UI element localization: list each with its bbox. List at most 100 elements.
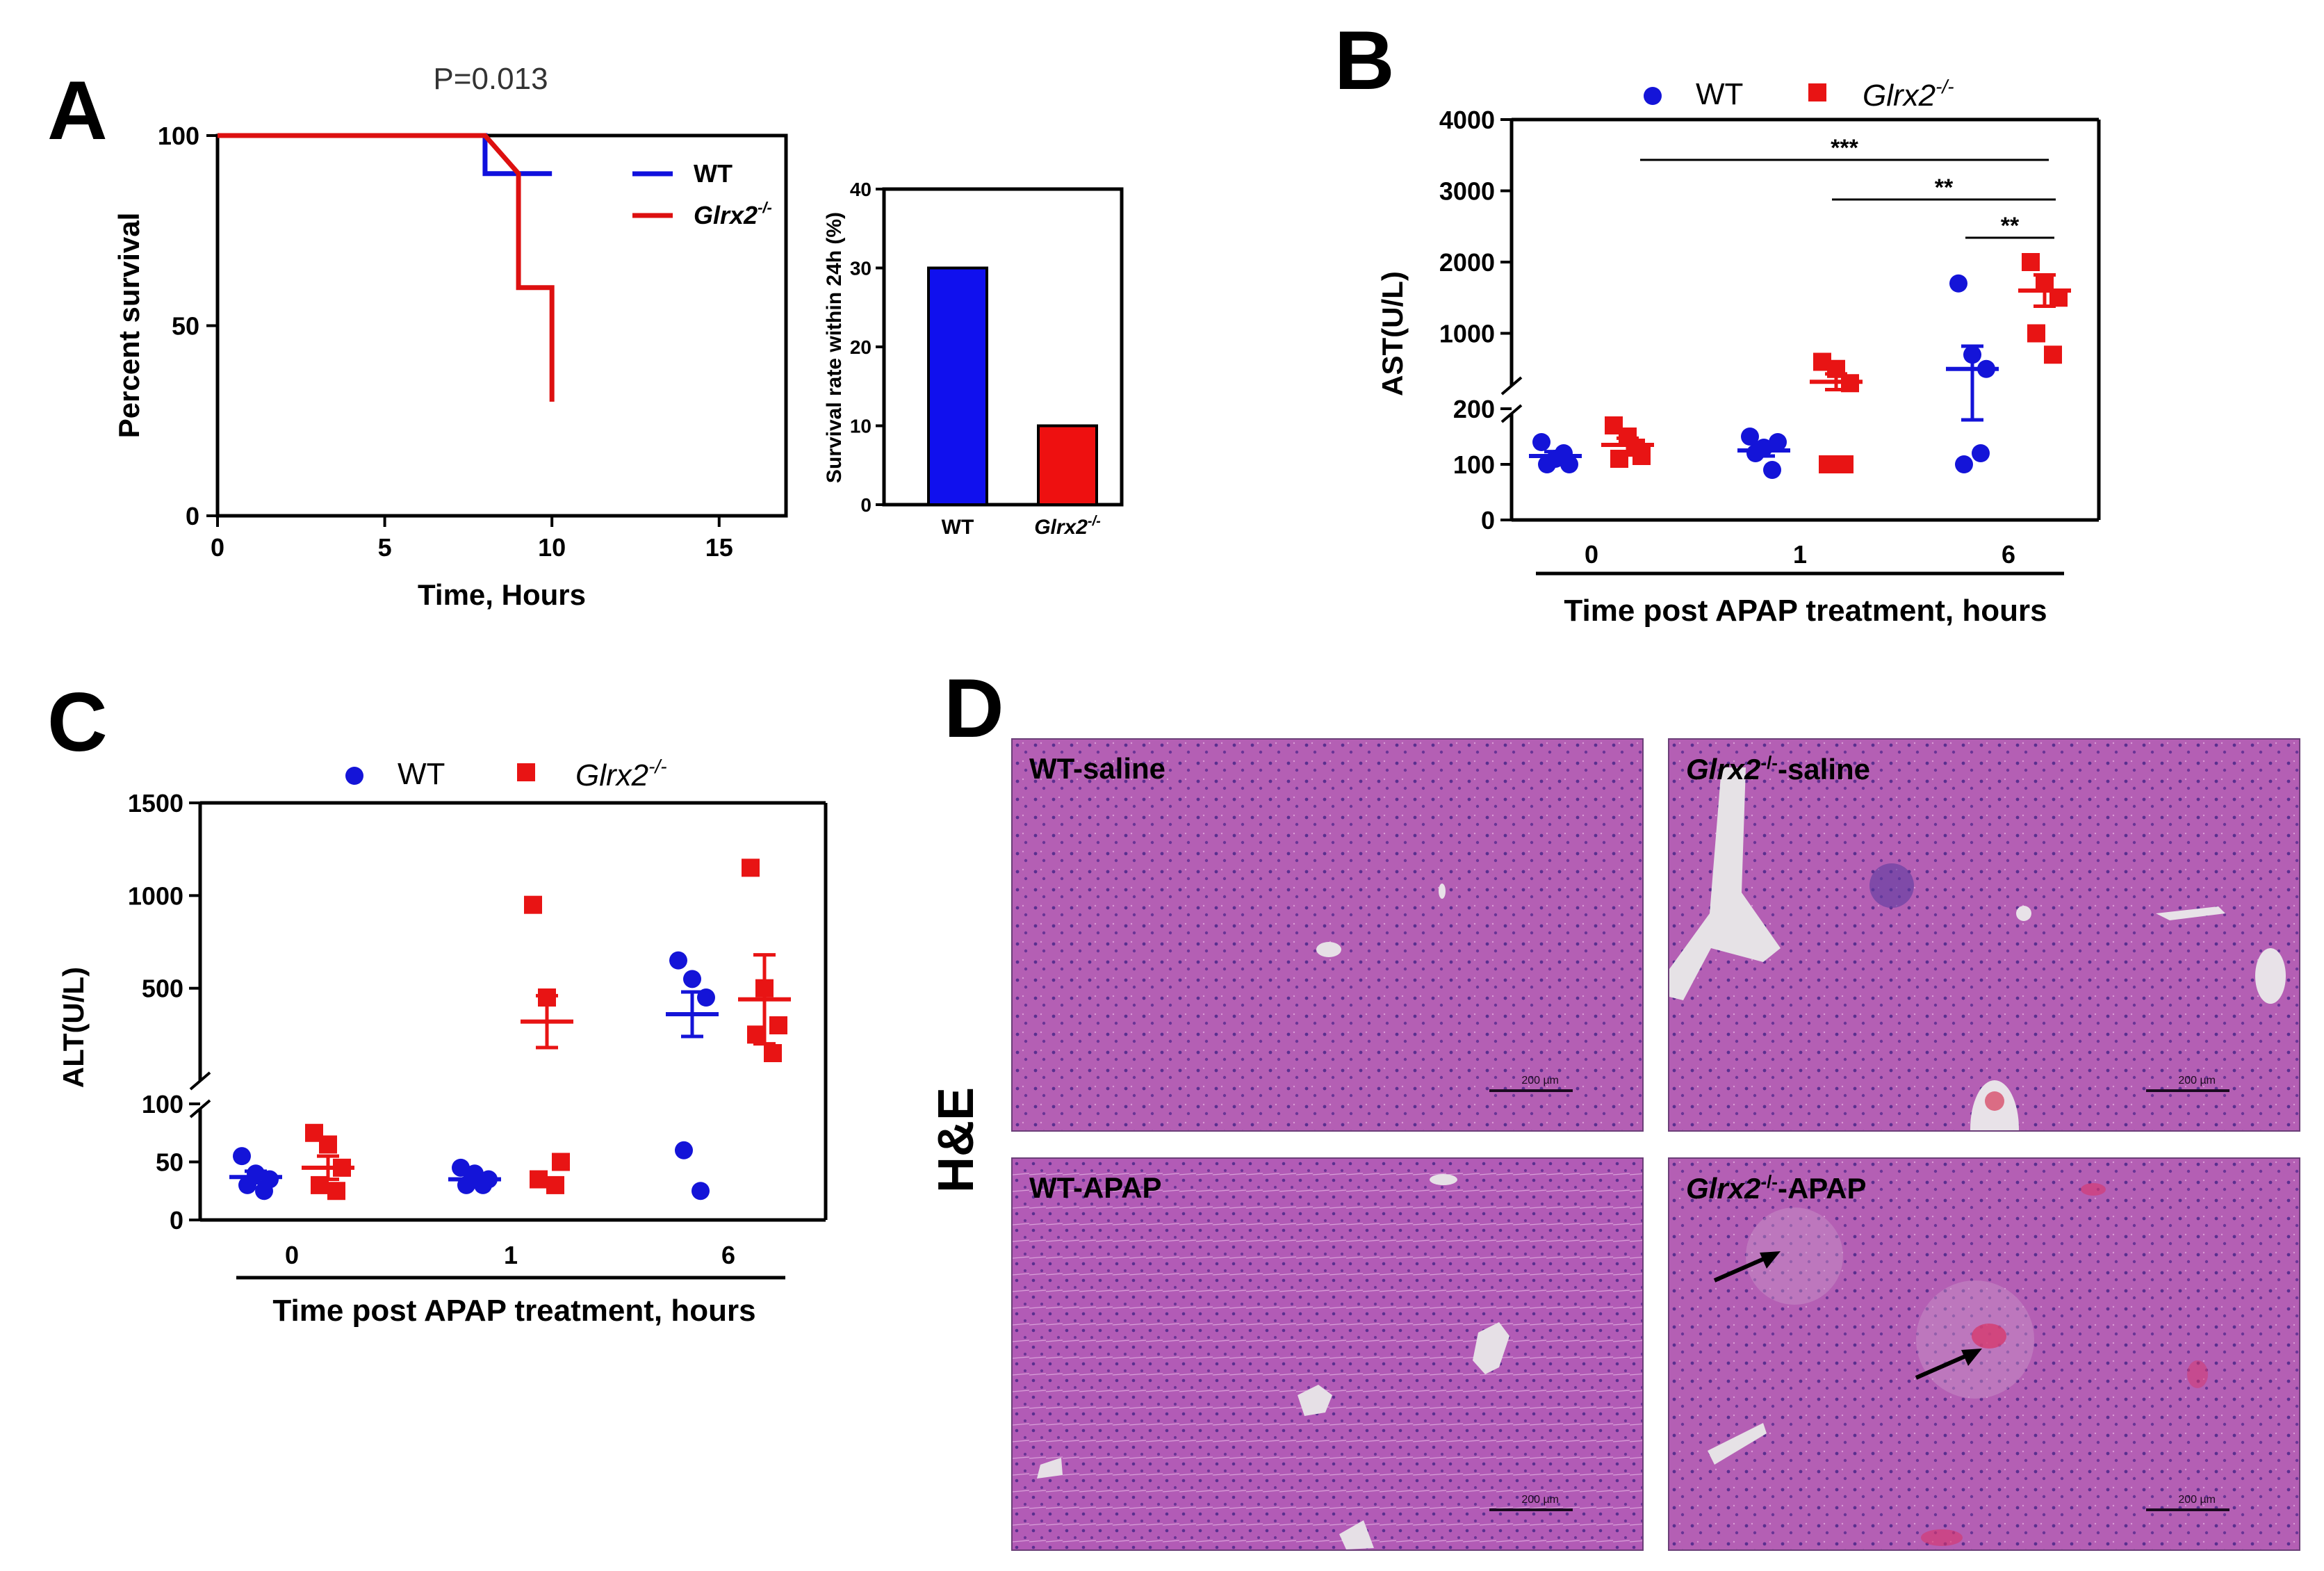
- data-point-ko: [1610, 450, 1628, 468]
- data-point-wt: [1532, 433, 1550, 451]
- data-point-ko: [327, 1182, 345, 1200]
- data-point-ko: [552, 1153, 570, 1171]
- x-tick-label: Glrx2-/-: [1034, 514, 1101, 539]
- he-panel-wt-apap: WT-APAP 200 µm: [1011, 1157, 1644, 1551]
- data-point-wt: [1560, 455, 1578, 473]
- y-tick-label: 500: [142, 975, 183, 1003]
- legend-wt-label: WT: [398, 757, 445, 791]
- he-label-ko-apap: Glrx2-/--APAP: [1686, 1171, 1867, 1205]
- he-panel-ko-saline: Glrx2-/--saline 200 µm: [1668, 738, 2300, 1132]
- panel-letter-d: D: [944, 662, 1004, 755]
- x-tick-label: 1: [1793, 540, 1807, 569]
- y-tick-label: 100: [1453, 450, 1495, 479]
- data-point-ko: [1827, 359, 1845, 378]
- y-tick-label: 20: [850, 336, 872, 358]
- y-tick-label: 40: [850, 179, 872, 200]
- axis-break-mark: [1500, 376, 1523, 396]
- legend-ko-marker: [1808, 83, 1826, 101]
- data-point-ko: [2022, 253, 2040, 271]
- data-point-wt: [1977, 359, 1995, 378]
- x-tick-label: 0: [1585, 540, 1598, 569]
- x-tick-label: 1: [504, 1241, 518, 1269]
- he-panel-wt-saline: WT-saline 200 µm: [1011, 738, 1644, 1132]
- y-tick-label: 0: [1481, 506, 1495, 535]
- scale-text: 200 µm: [2178, 1075, 2216, 1086]
- data-point-wt: [669, 951, 687, 970]
- legend-ko-label: Glrx2-/-: [575, 756, 667, 792]
- x-tick-label: 5: [378, 533, 392, 562]
- y-tick-label: 0: [860, 494, 872, 516]
- x-tick-label: 6: [721, 1241, 735, 1269]
- he-label-ko-saline: Glrx2-/--saline: [1686, 752, 1871, 786]
- data-point-wt: [233, 1147, 251, 1166]
- he-tissue-texture: [1013, 1159, 1642, 1549]
- data-point-wt: [1949, 274, 1967, 293]
- data-point-ko: [755, 979, 774, 998]
- scale-bar: [2146, 1508, 2229, 1511]
- data-point-wt: [1746, 444, 1765, 462]
- scale-bar: [1489, 1089, 1573, 1092]
- y-tick-label: 4000: [1439, 106, 1495, 134]
- data-point-wt: [1972, 444, 1990, 462]
- data-point-ko: [1605, 416, 1623, 434]
- data-point-wt: [692, 1182, 710, 1200]
- x-axis-label: Time post APAP treatment, hours: [272, 1294, 755, 1328]
- y-tick-label: 0: [170, 1206, 183, 1235]
- data-point-wt: [466, 1164, 484, 1183]
- data-point-ko: [2049, 288, 2068, 307]
- data-point-ko: [538, 988, 556, 1007]
- he-tissue-texture: [1669, 740, 2299, 1130]
- axis-break-mark: [189, 1071, 211, 1091]
- y-tick-label: 30: [850, 258, 872, 279]
- data-point-ko: [319, 1135, 337, 1154]
- data-point-wt: [1963, 345, 1981, 364]
- data-point-ko: [524, 895, 542, 914]
- he-tissue-texture: [1013, 740, 1642, 1130]
- y-tick-label: 200: [1453, 395, 1495, 423]
- data-point-ko: [769, 1016, 787, 1034]
- significance-label: ***: [1831, 135, 1858, 161]
- data-point-ko: [2044, 345, 2062, 364]
- y-tick-label: 50: [156, 1148, 183, 1177]
- plot-frame: [215, 133, 788, 518]
- y-tick-label: 2000: [1439, 248, 1495, 277]
- series-ko-line: [218, 133, 555, 402]
- panel-letter-b: B: [1334, 14, 1395, 107]
- y-tick-label: 1500: [128, 789, 183, 817]
- data-point-ko: [333, 1158, 351, 1177]
- data-point-wt: [1538, 455, 1556, 473]
- data-point-ko: [546, 1175, 564, 1194]
- p-value-title: P=0.013: [433, 62, 548, 96]
- x-tick-label: 0: [285, 1241, 299, 1269]
- legend-ko-label: Glrx2-/-: [1863, 76, 1954, 113]
- data-point-ko: [1835, 455, 1854, 473]
- data-point-ko: [1632, 447, 1651, 465]
- data-point-wt: [1769, 433, 1787, 451]
- y-tick-label: 100: [158, 122, 199, 150]
- data-point-ko: [2036, 274, 2054, 293]
- data-point-wt: [1955, 455, 1973, 473]
- stain-label: H&E: [928, 1087, 984, 1193]
- scale-bar: [1489, 1508, 1573, 1511]
- data-point-ko: [1819, 455, 1837, 473]
- he-label-wt-apap: WT-APAP: [1029, 1171, 1162, 1204]
- panel-letter-c: C: [47, 676, 108, 769]
- y-tick-label: 1000: [128, 881, 183, 910]
- data-point-wt: [1555, 444, 1573, 462]
- data-point-ko: [742, 858, 760, 877]
- x-tick-label: 15: [705, 533, 733, 562]
- data-point-ko: [1841, 374, 1859, 393]
- data-point-wt: [238, 1175, 256, 1194]
- data-point-wt: [474, 1175, 492, 1194]
- y-tick-label: 100: [142, 1090, 183, 1118]
- y-axis-label: Survival rate within 24h (%): [823, 212, 846, 483]
- x-tick-label: 0: [211, 533, 224, 562]
- scale-text: 200 µm: [1521, 1075, 1559, 1086]
- data-point-wt: [697, 988, 715, 1007]
- y-tick-label: 1000: [1439, 320, 1495, 348]
- data-point-wt: [255, 1182, 273, 1200]
- data-point-ko: [530, 1170, 548, 1189]
- scale-bar: [2146, 1089, 2229, 1092]
- y-tick-label: 3000: [1439, 177, 1495, 206]
- significance-label: **: [2001, 213, 2020, 239]
